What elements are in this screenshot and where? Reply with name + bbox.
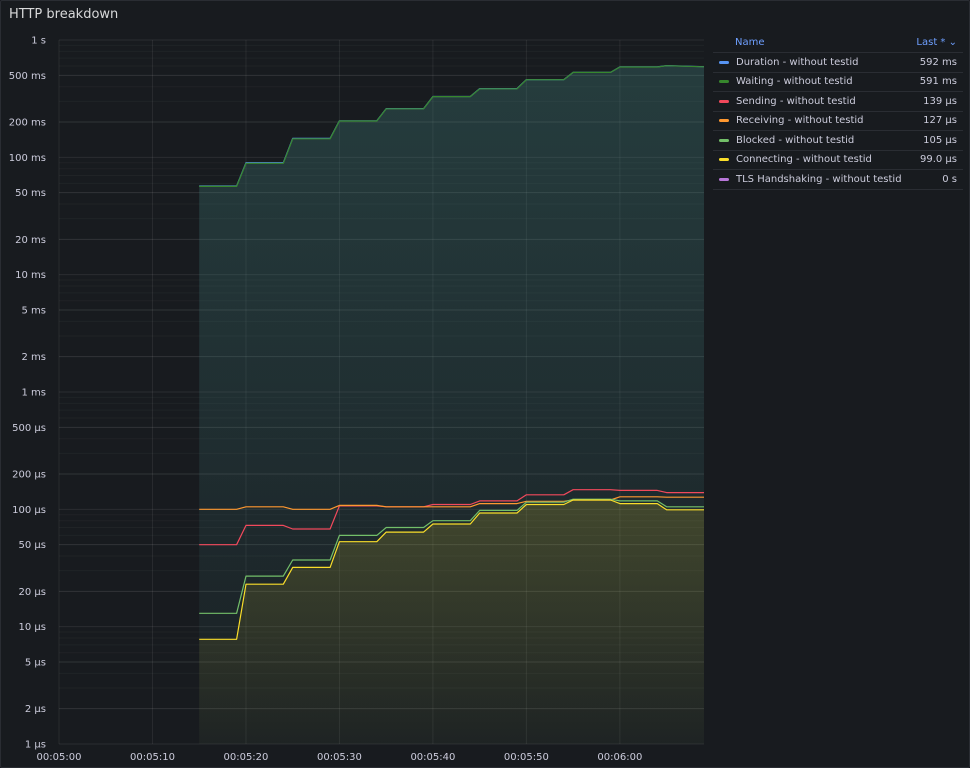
x-tick-label: 00:05:50 (504, 752, 549, 763)
legend-item-last-value: 591 ms (919, 76, 957, 88)
legend-item-connecting[interactable]: Connecting - without testid 99.0 µs (713, 151, 963, 170)
series-color-swatch (719, 60, 729, 64)
y-tick-label: 10 ms (15, 270, 46, 281)
x-tick-label: 00:06:00 (597, 752, 642, 763)
legend-item-last-value: 99.0 µs (919, 154, 957, 166)
y-tick-label: 200 µs (12, 470, 46, 481)
series-color-swatch (719, 119, 729, 123)
y-tick-label: 100 ms (9, 153, 46, 164)
legend-last-sort-header[interactable]: Last * ⌄ (916, 37, 957, 48)
legend-item-last-value: 127 µs (923, 115, 957, 127)
legend-item-name: TLS Handshaking - without testid (736, 173, 902, 185)
y-tick-label: 5 µs (25, 657, 46, 668)
y-tick-label: 500 µs (12, 423, 46, 434)
series-color-swatch (719, 177, 729, 181)
series-line-blocked (199, 498, 704, 614)
legend-item-duration[interactable]: Duration - without testid 592 ms (713, 53, 963, 73)
x-tick-label: 00:05:00 (37, 752, 82, 763)
series-color-swatch (719, 158, 729, 162)
y-tick-label: 1 ms (22, 388, 47, 399)
legend-item-last-value: 0 s (942, 173, 957, 185)
legend-item-name: Sending - without testid (736, 95, 856, 107)
y-tick-label: 1 s (31, 36, 46, 47)
legend-item-blocked[interactable]: Blocked - without testid 105 µs (713, 131, 963, 151)
x-tick-label: 00:05:40 (410, 752, 455, 763)
legend-item-waiting[interactable]: Waiting - without testid 591 ms (713, 73, 963, 92)
series-line-connecting (199, 499, 704, 640)
panel-title: HTTP breakdown (9, 7, 119, 22)
series-color-swatch (719, 80, 729, 84)
series-color-swatch (719, 99, 729, 103)
legend-item-receiving[interactable]: Receiving - without testid 127 µs (713, 112, 963, 131)
series-color-swatch (719, 138, 729, 142)
y-tick-label: 10 µs (19, 622, 46, 633)
series-group (199, 65, 705, 745)
legend-header: Name Last * ⌄ (713, 33, 963, 53)
series-line-receiving (199, 496, 704, 510)
legend-item-last-value: 105 µs (923, 134, 957, 146)
y-tick-label: 5 ms (22, 305, 47, 316)
y-tick-label: 20 ms (15, 235, 46, 246)
legend-item-last-value: 592 ms (919, 56, 957, 68)
x-tick-label: 00:05:10 (130, 752, 175, 763)
x-tick-label: 00:05:20 (223, 752, 268, 763)
series-line-waiting (199, 65, 705, 187)
series-line-sending (199, 489, 704, 546)
legend-item-name: Receiving - without testid (736, 115, 864, 127)
y-tick-label: 50 µs (19, 540, 46, 551)
legend-item-last-value: 139 µs (923, 95, 957, 107)
series-area-connecting (199, 500, 704, 744)
legend-table: Name Last * ⌄ Duration - without testid 5… (713, 33, 963, 190)
legend-item-name: Blocked - without testid (736, 134, 855, 146)
legend-item-name: Connecting - without testid (736, 154, 872, 166)
y-tick-label: 200 ms (9, 118, 46, 129)
y-tick-label: 500 ms (9, 71, 46, 82)
y-tick-label: 50 ms (15, 188, 46, 199)
legend-item-name: Duration - without testid (736, 56, 859, 68)
legend-rows: Duration - without testid 592 ms Waiting … (713, 53, 963, 190)
legend-item-name: Waiting - without testid (736, 76, 853, 88)
x-tick-label: 00:05:30 (317, 752, 362, 763)
legend-item-tls-handshaking[interactable]: TLS Handshaking - without testid 0 s (713, 170, 963, 190)
y-tick-label: 2 ms (22, 352, 47, 363)
y-tick-label: 2 µs (25, 704, 46, 715)
legend-item-sending[interactable]: Sending - without testid 139 µs (713, 92, 963, 112)
y-tick-label: 20 µs (19, 587, 46, 598)
y-tick-label: 1 µs (25, 740, 46, 751)
legend-name-header[interactable]: Name (735, 37, 765, 48)
y-tick-label: 100 µs (12, 505, 46, 516)
